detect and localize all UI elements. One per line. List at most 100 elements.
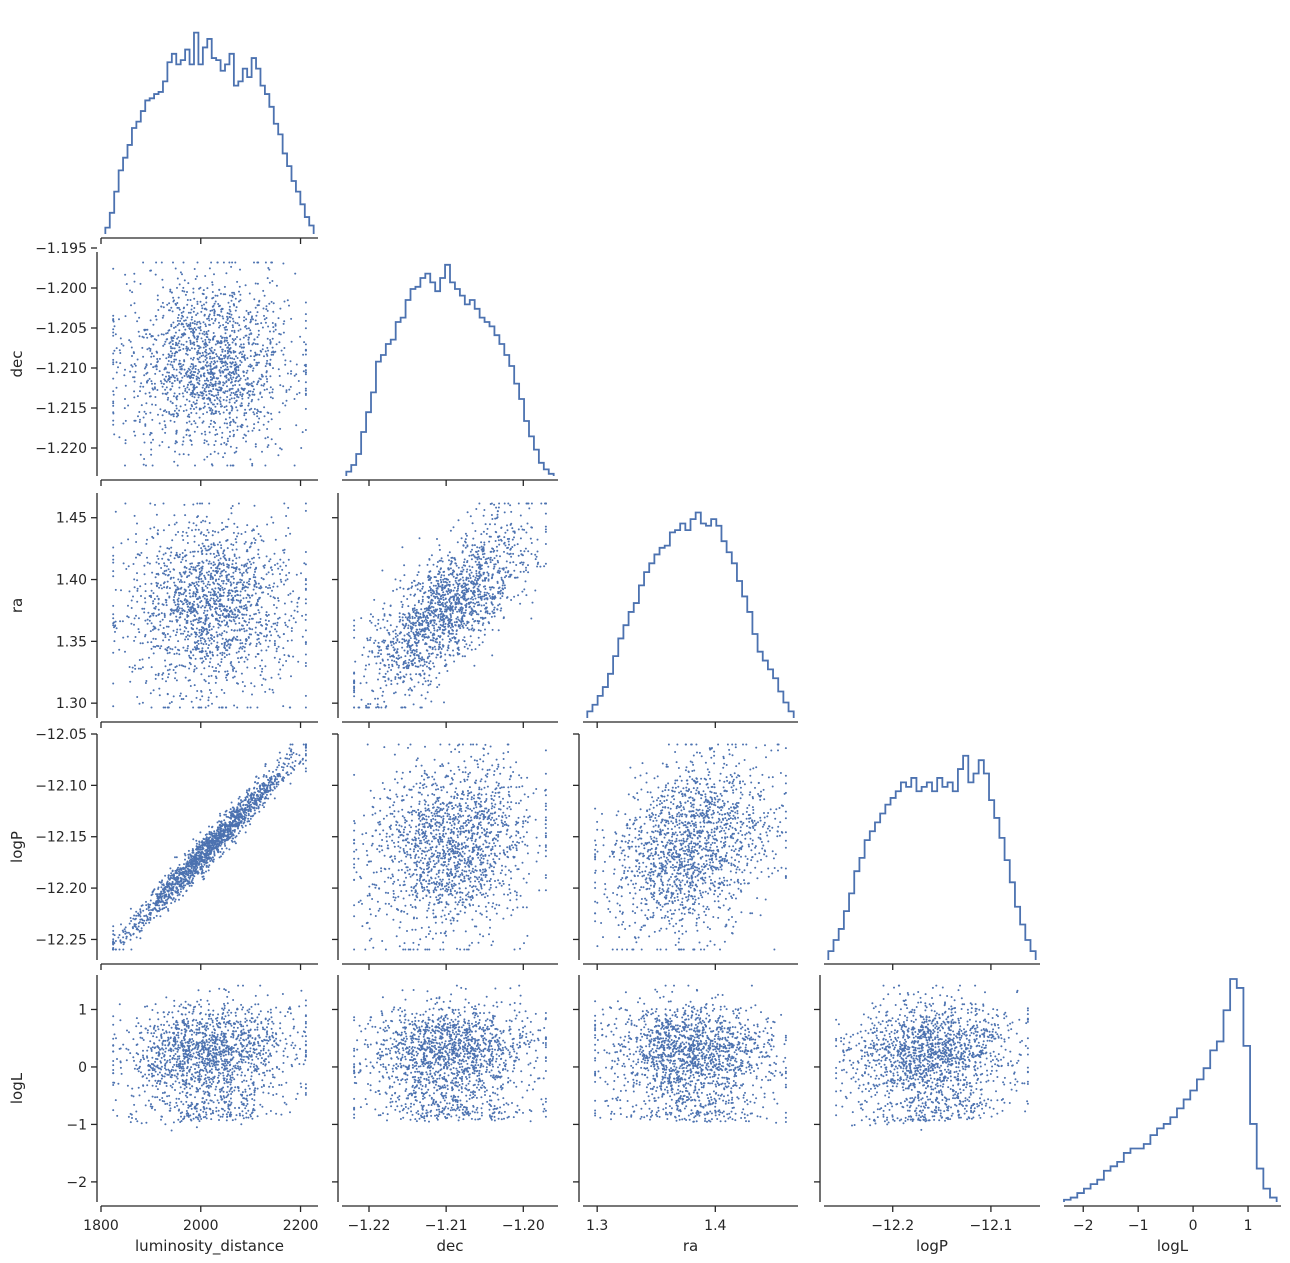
scatter-point bbox=[373, 642, 376, 644]
scatter-point bbox=[221, 620, 224, 623]
scatter-point bbox=[222, 588, 225, 591]
scatter-point bbox=[462, 579, 465, 582]
scatter-point bbox=[421, 624, 424, 627]
scatter-point bbox=[445, 616, 448, 619]
scatter-point bbox=[452, 649, 454, 652]
scatter-point bbox=[201, 549, 204, 552]
scatter-point bbox=[393, 660, 396, 663]
scatter-point bbox=[366, 639, 369, 642]
scatter-point bbox=[440, 574, 443, 577]
scatter-point bbox=[483, 598, 486, 601]
scatter-point bbox=[230, 299, 233, 302]
scatter-point bbox=[159, 545, 162, 548]
scatter-point bbox=[184, 514, 187, 517]
scatter-point bbox=[199, 346, 202, 349]
scatter-point bbox=[168, 596, 171, 599]
scatter-point bbox=[251, 343, 254, 346]
scatter-point bbox=[269, 595, 272, 598]
scatter-point bbox=[205, 296, 208, 299]
scatter-point bbox=[265, 362, 268, 365]
scatter-point bbox=[304, 502, 307, 505]
scatter-point bbox=[135, 556, 137, 559]
scatter-point bbox=[190, 623, 193, 625]
scatter-point bbox=[162, 353, 165, 356]
scatter-point bbox=[237, 650, 240, 653]
histogram-dec bbox=[345, 263, 555, 476]
scatter-point bbox=[466, 568, 469, 571]
scatter-point bbox=[275, 630, 278, 633]
scatter-point bbox=[193, 641, 196, 644]
scatter-point bbox=[475, 611, 478, 614]
scatter-point bbox=[120, 343, 123, 345]
scatter-point bbox=[174, 533, 177, 536]
scatter-point bbox=[223, 422, 226, 425]
scatter-point bbox=[240, 533, 243, 535]
scatter-point bbox=[494, 540, 497, 542]
scatter-point bbox=[216, 635, 219, 638]
scatter-point bbox=[284, 613, 287, 616]
scatter-point bbox=[149, 319, 152, 322]
scatter-point bbox=[370, 621, 373, 624]
scatter-point bbox=[269, 396, 272, 399]
scatter-point bbox=[432, 662, 435, 665]
scatter-point bbox=[187, 429, 190, 432]
scatter-point bbox=[226, 357, 229, 360]
scatter-point bbox=[536, 550, 539, 553]
scatter-point bbox=[197, 368, 200, 371]
scatter-point bbox=[161, 603, 164, 606]
scatter-point bbox=[507, 570, 510, 573]
scatter-point bbox=[158, 586, 161, 589]
scatter-point bbox=[513, 595, 516, 598]
scatter-point bbox=[421, 669, 424, 672]
scatter-point bbox=[397, 654, 400, 657]
scatter-point bbox=[167, 676, 169, 679]
scatter-point bbox=[375, 706, 378, 709]
scatter-point bbox=[178, 346, 181, 349]
scatter-point bbox=[137, 628, 140, 631]
scatter-point bbox=[166, 669, 169, 672]
scatter-point bbox=[267, 325, 270, 328]
scatter-point bbox=[267, 571, 270, 574]
scatter-point bbox=[295, 424, 298, 427]
scatter-point bbox=[146, 538, 148, 541]
scatter-point bbox=[284, 579, 287, 582]
scatter-point bbox=[181, 558, 184, 561]
scatter-point bbox=[162, 572, 164, 575]
scatter-point bbox=[428, 613, 431, 616]
scatter-point bbox=[229, 374, 232, 377]
scatter-point bbox=[383, 614, 386, 617]
scatter-point bbox=[271, 280, 274, 282]
scatter-point bbox=[235, 586, 238, 589]
scatter-point bbox=[170, 551, 173, 554]
scatter-point bbox=[145, 680, 148, 682]
scatter-point bbox=[446, 649, 449, 652]
scatter-point bbox=[238, 568, 241, 571]
scatter-point bbox=[210, 572, 213, 575]
scatter-point bbox=[263, 318, 266, 321]
scatter-point bbox=[191, 389, 194, 392]
scatter-point bbox=[304, 551, 307, 553]
scatter-point bbox=[441, 588, 444, 591]
scatter-point bbox=[203, 402, 206, 405]
scatter-point bbox=[436, 653, 439, 656]
scatter-point bbox=[210, 346, 213, 349]
scatter-point bbox=[233, 522, 236, 525]
scatter-point bbox=[161, 392, 164, 395]
scatter-point bbox=[195, 386, 198, 389]
scatter-point bbox=[414, 609, 416, 612]
scatter-point bbox=[438, 641, 441, 644]
scatter-point bbox=[208, 319, 211, 322]
scatter-point bbox=[433, 627, 436, 630]
scatter-point bbox=[395, 661, 398, 664]
scatter-point bbox=[256, 408, 259, 411]
scatter-point bbox=[218, 288, 221, 291]
scatter-point bbox=[154, 396, 157, 398]
scatter-point bbox=[466, 511, 469, 514]
scatter-point bbox=[509, 561, 512, 564]
scatter-point bbox=[502, 581, 505, 583]
scatter-point bbox=[226, 315, 228, 318]
scatter-point bbox=[229, 376, 232, 379]
scatter-point bbox=[163, 586, 166, 589]
scatter-point bbox=[177, 296, 180, 299]
scatter-point bbox=[191, 316, 193, 319]
